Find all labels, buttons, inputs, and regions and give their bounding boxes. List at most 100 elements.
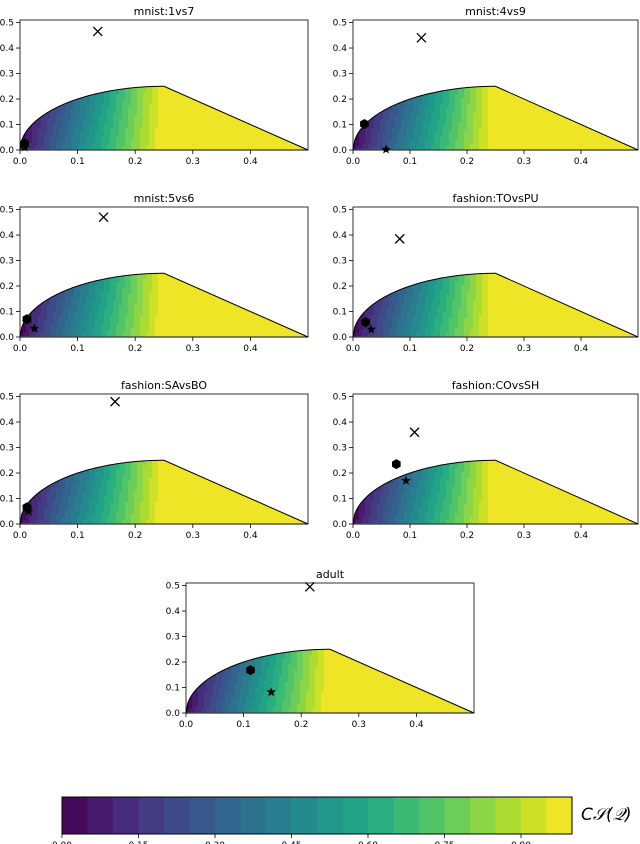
x-tick-label: 0.1 [403, 531, 417, 541]
x-tick-label: 0.3 [352, 720, 366, 730]
x-marker [304, 581, 315, 592]
y-tick-label: 0.3 [333, 70, 347, 80]
x-tick-label: 0.0 [13, 344, 28, 354]
y-tick-label: 0.4 [0, 418, 14, 428]
x-tick-label: 0.0 [346, 157, 361, 167]
x-tick-label: 0.0 [346, 344, 361, 354]
y-tick-label: 0.0 [0, 333, 14, 343]
colorbar-cell [215, 797, 241, 834]
panel: 0.0 0.1 0.2 0.3 0.4 0.0 0.1 0.2 0.3 0.4 0.5 mnist:5… [0, 192, 309, 354]
x-tick-label: 0.1 [70, 344, 84, 354]
panel: 0.0 0.1 0.2 0.3 0.4 0.0 0.1 0.2 0.3 0.4 0.5 adult [166, 568, 475, 730]
colorbar-cell [495, 797, 522, 834]
panel: 0.0 0.1 0.2 0.3 0.4 0.0 0.1 0.2 0.3 0.4 0.5 fashion… [0, 379, 309, 541]
x-tick-label: 0.0 [13, 157, 28, 167]
x-tick-label: 0.4 [243, 344, 258, 354]
x-tick-label: 0.4 [574, 531, 589, 541]
x-tick-label: 0.4 [243, 531, 258, 541]
colorbar-cell [291, 797, 318, 834]
y-tick-label: 0.5 [333, 393, 347, 403]
y-tick-label: 0.2 [166, 658, 180, 668]
star-marker [266, 687, 276, 697]
hexagon-marker [360, 119, 369, 129]
x-tick-label: 0.3 [517, 531, 531, 541]
colorbar-cell [62, 797, 88, 834]
hexagon-marker [391, 459, 401, 470]
x-tick-label: 0.3 [186, 531, 200, 541]
region-boundary [19, 85, 309, 151]
y-tick-label: 0.5 [333, 206, 347, 216]
colorbar-cell [393, 797, 420, 834]
x-tick-label: 0.4 [409, 720, 424, 730]
colorbar-cell [470, 797, 496, 834]
panel-title: mnist:1vs7 [134, 5, 195, 18]
x-tick-label: 0.2 [128, 531, 142, 541]
y-tick-label: 0.5 [0, 393, 14, 403]
y-tick-label: 0.0 [0, 146, 14, 156]
x-tick-label: 0.1 [70, 157, 84, 167]
x-tick-label: 0.2 [294, 720, 308, 730]
panel-title: fashion:TOvsPU [452, 192, 538, 205]
y-tick-label: 0.4 [0, 44, 14, 54]
x-tick-label: 0.2 [460, 531, 474, 541]
colorbar-cell [164, 797, 190, 834]
colorbar-tick-label: 0.90 [511, 841, 531, 844]
colorbar-cell [317, 797, 343, 834]
x-tick-label: 0.4 [574, 344, 589, 354]
y-tick-label: 0.1 [0, 308, 14, 318]
star-marker [23, 506, 34, 516]
x-marker [110, 396, 120, 407]
axes-frame [352, 206, 639, 338]
y-tick-label: 0.5 [0, 19, 14, 29]
colorbar-cell [240, 797, 267, 834]
x-tick-label: 0.0 [13, 531, 28, 541]
y-tick-label: 0.4 [333, 231, 348, 241]
colorbar-tick-label: 0.15 [128, 841, 148, 844]
y-tick-label: 0.1 [333, 495, 347, 505]
y-tick-label: 0.4 [333, 418, 348, 428]
y-tick-label: 0.1 [333, 121, 347, 131]
region-boundary [19, 272, 309, 338]
y-tick-label: 0.5 [333, 19, 347, 29]
colorbar-tick-label: 0.30 [205, 841, 225, 844]
axes-frame [19, 19, 309, 151]
x-tick-label: 0.0 [346, 531, 361, 541]
contour-field [20, 273, 308, 337]
region-boundary [19, 459, 309, 525]
y-tick-label: 0.2 [333, 282, 347, 292]
panels: 0.0 0.1 0.2 0.3 0.4 0.0 0.1 0.2 0.3 0.4 0.5 mnist:1… [0, 5, 639, 730]
x-tick-label: 0.4 [243, 157, 258, 167]
colorbar-cell [342, 797, 369, 834]
axes-frame [19, 206, 309, 338]
axes-frame [352, 393, 639, 525]
colorbar-cell [138, 797, 165, 834]
y-tick-label: 0.2 [333, 469, 347, 479]
x-tick-label: 0.3 [186, 157, 200, 167]
star-marker [381, 144, 391, 154]
colorbar-cell [87, 797, 114, 834]
x-tick-label: 0.1 [236, 720, 250, 730]
contour-field [353, 273, 638, 337]
star-marker [366, 324, 376, 334]
x-tick-label: 0.2 [460, 157, 474, 167]
colorbar-ticks: 0.00 0.15 0.30 0.45 0.60 0.75 0.90 [52, 834, 531, 844]
panel-title: adult [316, 568, 345, 581]
region-boundary [352, 272, 639, 338]
y-tick-label: 0.2 [0, 95, 14, 105]
colorbar-tick-label: 0.60 [358, 841, 378, 844]
x-tick-label: 0.0 [179, 720, 194, 730]
x-tick-label: 0.1 [403, 157, 417, 167]
colorbar: 0.00 0.15 0.30 0.45 0.60 0.75 0.90 C𝒮(𝒬) [52, 796, 632, 844]
y-tick-label: 0.0 [0, 520, 14, 530]
y-tick-label: 0.4 [166, 607, 181, 617]
y-tick-label: 0.3 [333, 444, 347, 454]
region-boundary [352, 459, 639, 525]
colorbar-cell [189, 797, 216, 834]
hexagon-marker [22, 314, 32, 325]
x-marker [92, 26, 103, 37]
y-tick-label: 0.4 [333, 44, 348, 54]
x-marker [416, 32, 427, 43]
contour-field [353, 460, 638, 524]
colorbar-cells [62, 797, 573, 834]
